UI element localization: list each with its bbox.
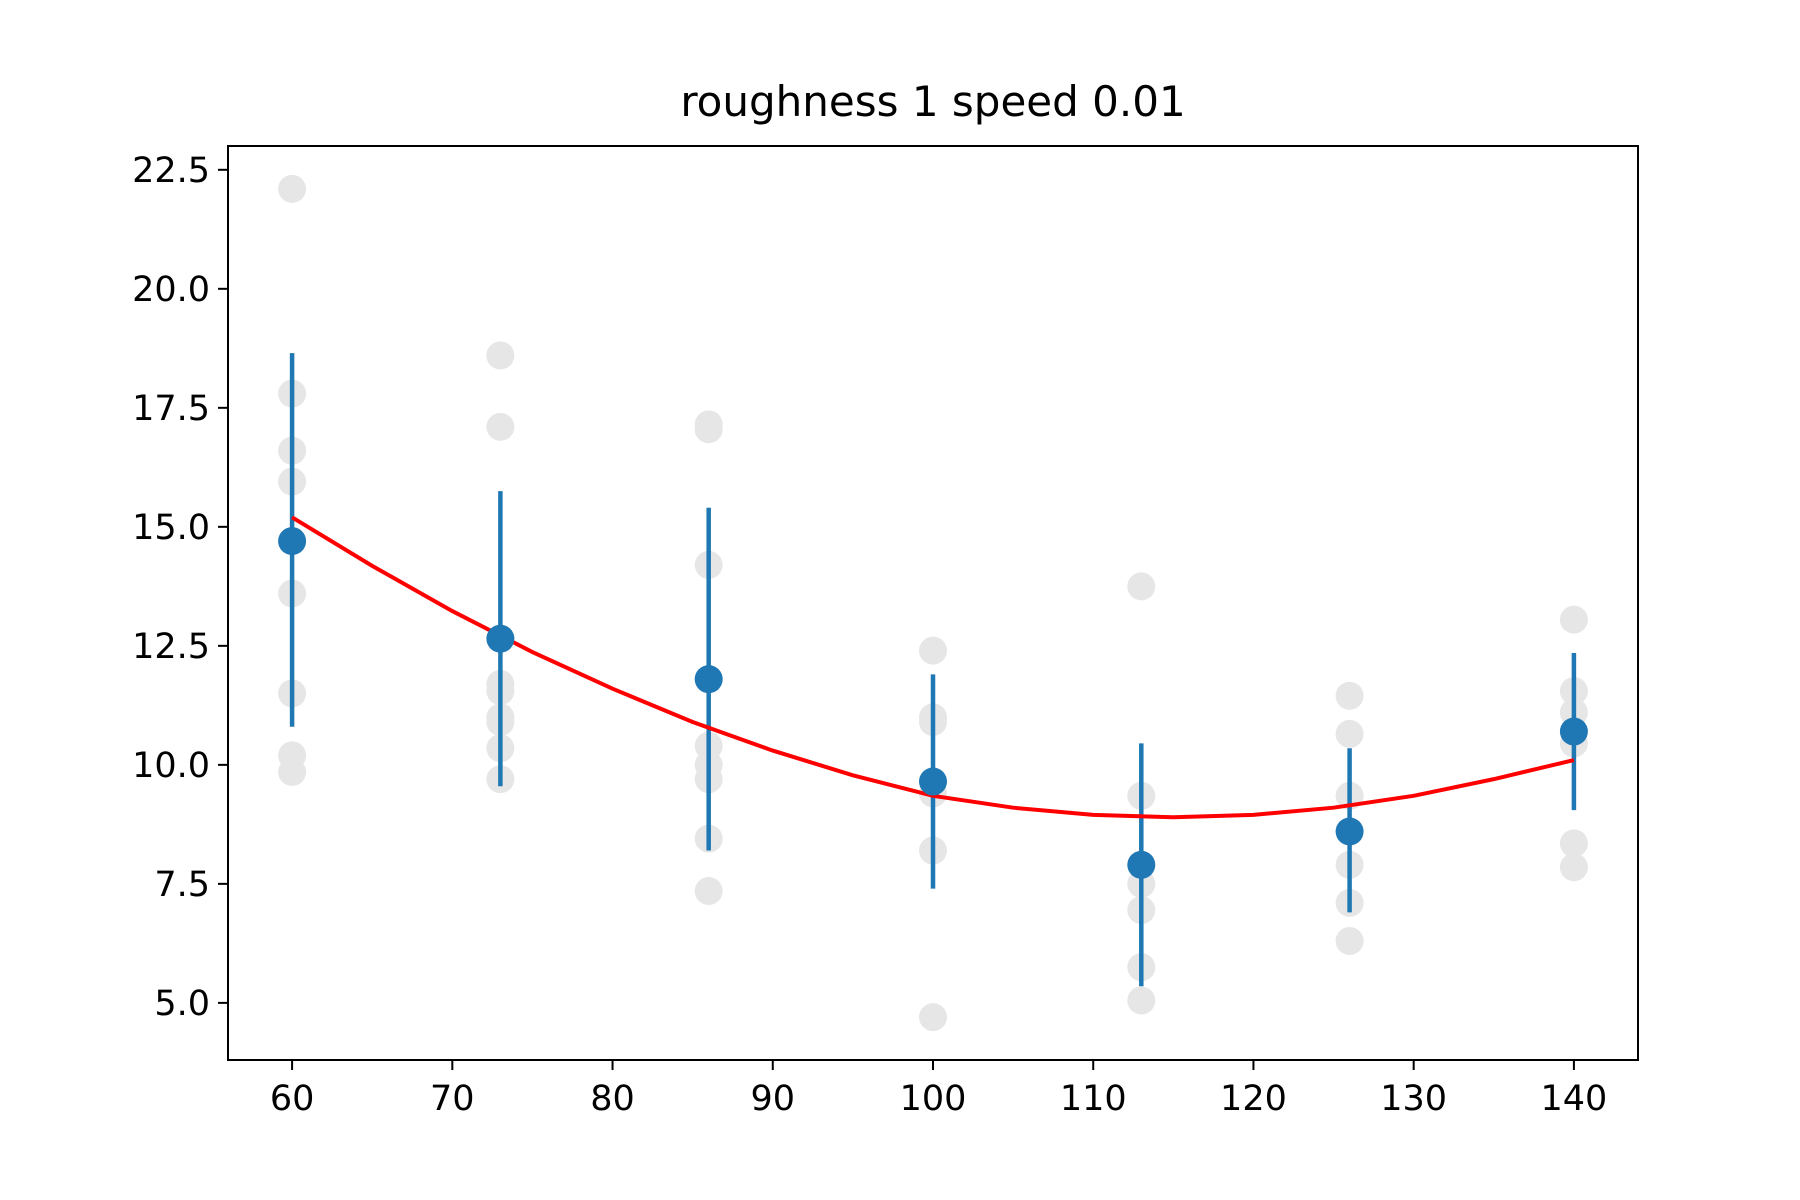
y-tick-label: 20.0 <box>132 270 210 310</box>
y-tick-label: 12.5 <box>132 627 210 667</box>
mean-point <box>694 665 723 694</box>
raw-point <box>486 412 515 441</box>
raw-point <box>1559 829 1588 858</box>
x-axis: 60 70 80 90 100 110 120 130 140 <box>270 1060 1607 1119</box>
raw-point <box>919 636 947 665</box>
raw-point <box>278 757 307 786</box>
raw-point <box>919 1003 947 1032</box>
y-tick-label: 10.0 <box>132 746 210 786</box>
raw-point <box>1335 719 1364 748</box>
mean-point <box>486 624 515 653</box>
raw-point <box>694 877 723 906</box>
raw-point <box>1559 853 1588 882</box>
raw-point <box>1335 681 1364 710</box>
y-axis: 5.0 7.5 10.0 12.5 15.0 17.5 20.0 22.5 <box>132 151 228 1024</box>
raw-point <box>1335 926 1364 955</box>
y-tick-label: 17.5 <box>132 389 210 429</box>
raw-point <box>1127 986 1156 1015</box>
raw-point <box>486 341 515 370</box>
mean-points-layer <box>278 527 1588 879</box>
y-tick-label: 5.0 <box>154 984 210 1024</box>
mean-point <box>1127 850 1156 879</box>
raw-point <box>1127 572 1156 601</box>
mean-point <box>1559 717 1588 746</box>
x-tick-label: 130 <box>1380 1079 1447 1119</box>
mean-point <box>278 527 307 556</box>
y-tick-label: 22.5 <box>132 151 210 191</box>
mean-point <box>919 767 947 796</box>
x-tick-label: 80 <box>590 1079 635 1119</box>
mean-point <box>1335 817 1364 846</box>
raw-point <box>1559 605 1588 634</box>
x-tick-label: 140 <box>1541 1079 1608 1119</box>
raw-point <box>694 415 723 444</box>
y-tick-label: 15.0 <box>132 508 210 548</box>
x-tick-label: 60 <box>270 1079 315 1119</box>
x-tick-label: 120 <box>1220 1079 1287 1119</box>
x-tick-label: 110 <box>1060 1079 1127 1119</box>
x-tick-label: 70 <box>430 1079 475 1119</box>
x-tick-label: 100 <box>900 1079 967 1119</box>
x-tick-label: 90 <box>750 1079 795 1119</box>
raw-points-layer <box>278 174 1588 1032</box>
raw-point <box>278 174 307 203</box>
error-bars-layer <box>289 353 1577 987</box>
y-tick-label: 7.5 <box>154 865 210 905</box>
chart-title: roughness 1 speed 0.01 <box>680 77 1185 126</box>
